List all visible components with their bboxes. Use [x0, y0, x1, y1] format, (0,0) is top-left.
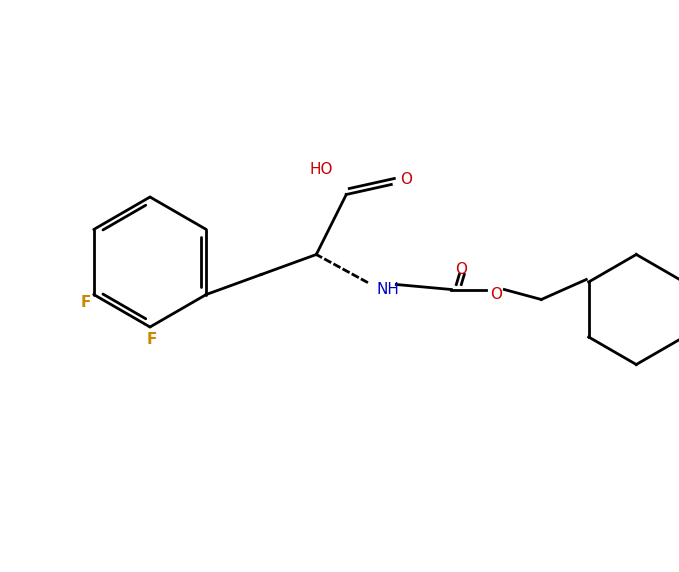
- Text: F: F: [147, 332, 157, 347]
- Text: O: O: [456, 262, 467, 277]
- Text: F: F: [81, 295, 91, 310]
- Text: O: O: [490, 287, 502, 302]
- Text: O: O: [401, 172, 412, 187]
- Text: HO: HO: [310, 162, 333, 177]
- Text: NH: NH: [376, 282, 399, 297]
